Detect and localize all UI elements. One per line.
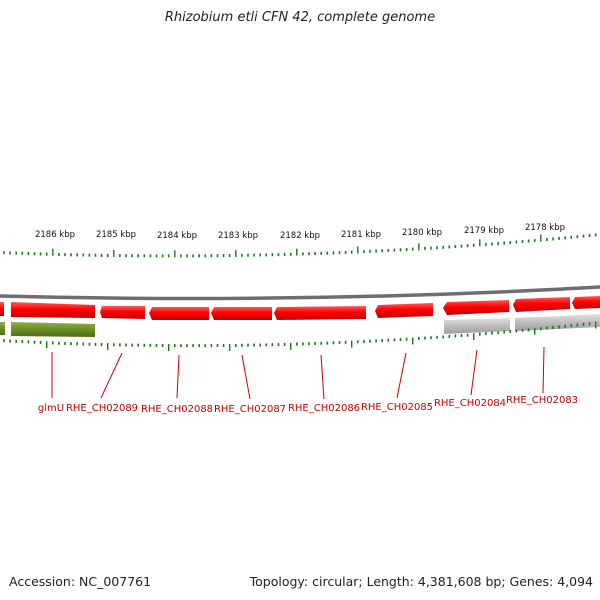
leader-RHE_CH02089 [100,352,123,399]
gene-label-RHE_CH02087: RHE_CH02087 [214,404,286,415]
gene-track [0,296,600,320]
kbp-label-2179: 2179 kbp [464,226,504,236]
genome-topology-text: Topology: circular; Length: 4,381,608 bp… [249,574,593,589]
gene-label-RHE_CH02084: RHE_CH02084 [434,398,506,409]
kbp-label-2178: 2178 kbp [525,223,565,233]
gene-label-RHE_CH02086: RHE_CH02086 [288,403,360,414]
gene-label-glmU: glmU [38,403,64,414]
genome-title: Rhizobium etli CFN 42, complete genome [164,10,436,25]
kbp-scale-labels: 2186 kbp 2185 kbp 2184 kbp 2183 kbp 2182… [35,223,565,241]
gene-arrow-partial-left [0,302,4,316]
gene-arrow-RHE_CH02085 [375,303,433,318]
leader-RHE_CH02087 [241,354,251,400]
gene-label-RHE_CH02088: RHE_CH02088 [141,404,213,415]
kbp-label-2184: 2184 kbp [157,231,197,241]
gene-label-RHE_CH02085: RHE_CH02085 [361,402,433,413]
accession-text: Accession: NC_007761 [9,574,152,589]
leader-RHE_CH02084 [470,349,478,396]
gene-arrow-RHE_CH02084 [443,300,509,315]
feature-bar-olive-glmU [11,322,95,337]
feature-bar-gray-1 [444,318,510,334]
gene-arrow-RHE_CH02087 [211,307,272,320]
kbp-label-2182: 2182 kbp [280,231,320,241]
feature-bar-gray-2 [515,314,600,331]
gene-arrow-RHE_CH02089 [100,306,145,319]
leader-RHE_CH02086 [320,354,325,400]
gene-arrow-RHE_CH02086 [274,306,366,320]
feature-bar-olive-left [0,322,5,335]
kbp-label-2183: 2183 kbp [218,231,258,241]
kbp-label-2180: 2180 kbp [402,228,442,238]
gene-arrow-RHE_CH02088 [149,307,209,320]
leader-RHE_CH02085 [396,352,407,399]
gene-label-RHE_CH02083: RHE_CH02083 [506,395,578,406]
gene-labels: glmU RHE_CH02089 RHE_CH02088 RHE_CH02087… [38,395,578,415]
genome-backbone-arc [0,285,600,301]
gene-label-RHE_CH02089: RHE_CH02089 [66,403,138,414]
top-tick-track [3,233,597,258]
kbp-label-2185: 2185 kbp [96,230,136,240]
gene-arrow-RHE_CH02083 [513,297,570,312]
gene-arrow-partial-right [572,296,600,309]
kbp-label-2181: 2181 kbp [341,230,381,240]
leader-RHE_CH02088 [176,354,180,399]
gene-arrow-glmU [11,302,95,318]
feature-track [0,314,600,337]
leader-RHE_CH02083 [542,346,545,394]
bottom-tick-track [3,321,597,351]
gene-label-leaders [51,346,545,400]
kbp-label-2186: 2186 kbp [35,230,75,240]
